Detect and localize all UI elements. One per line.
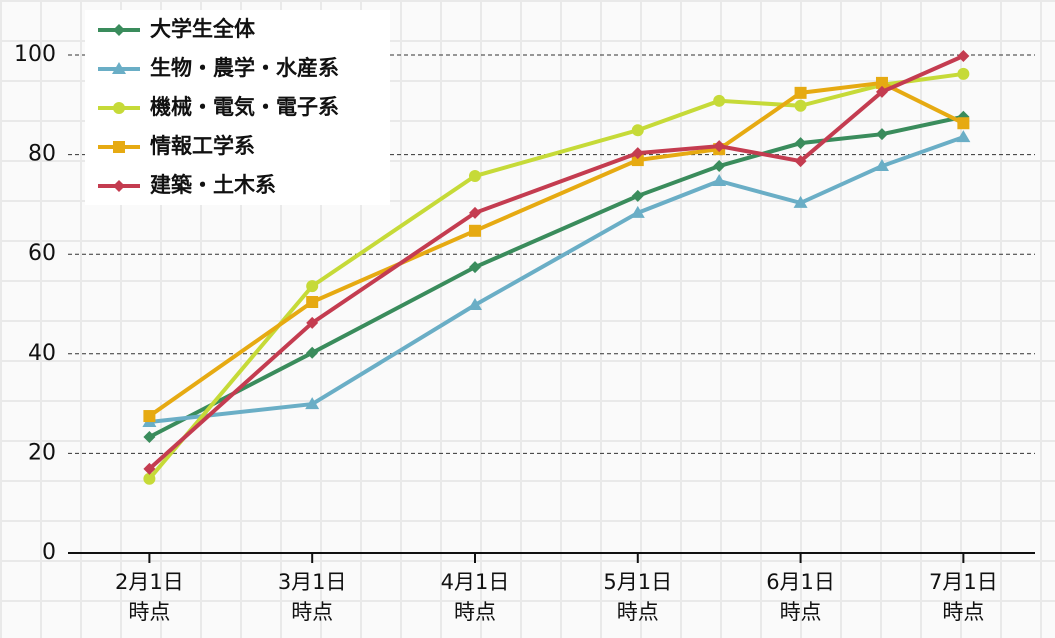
x-tick-label: 2月1日 時点 xyxy=(115,570,184,624)
series xyxy=(143,49,970,475)
line xyxy=(147,71,964,481)
marker xyxy=(631,189,644,202)
marker xyxy=(468,170,481,183)
line xyxy=(148,54,965,471)
series xyxy=(143,110,970,443)
marker xyxy=(113,180,125,192)
y-tick-label: 20 xyxy=(28,440,56,465)
marker xyxy=(306,296,319,309)
x-tick-label: 4月1日 時点 xyxy=(440,570,510,624)
marker xyxy=(793,195,808,208)
series xyxy=(143,76,970,423)
marker xyxy=(143,462,156,475)
y-tick-label: 40 xyxy=(28,341,56,366)
marker xyxy=(631,124,644,137)
legend-label: 建築・土木系 xyxy=(150,173,276,197)
line xyxy=(148,80,965,418)
marker xyxy=(874,159,889,172)
marker xyxy=(143,410,156,423)
marker xyxy=(143,430,156,443)
marker xyxy=(306,316,319,329)
marker xyxy=(468,224,481,237)
legend-label: 大学生全体 xyxy=(150,17,256,41)
y-tick-label: 60 xyxy=(28,241,56,266)
marker xyxy=(712,173,727,186)
marker xyxy=(956,130,971,143)
marker xyxy=(113,24,125,36)
marker xyxy=(468,261,481,274)
series xyxy=(142,130,971,428)
marker xyxy=(630,205,645,218)
marker xyxy=(467,297,482,310)
marker xyxy=(794,137,807,150)
marker xyxy=(113,141,125,153)
marker xyxy=(305,397,320,410)
marker xyxy=(957,117,970,130)
y-tick-label: 0 xyxy=(42,540,56,565)
marker xyxy=(794,155,807,168)
marker xyxy=(631,154,644,167)
marker xyxy=(957,49,970,62)
line xyxy=(148,114,964,439)
marker xyxy=(713,160,726,173)
marker xyxy=(306,346,319,359)
x-tick-label: 3月1日 時点 xyxy=(277,570,347,624)
marker xyxy=(794,86,807,99)
legend-label: 生物・農学・水産系 xyxy=(150,56,339,80)
legend-label: 情報工学系 xyxy=(150,134,255,158)
marker xyxy=(112,62,126,74)
marker xyxy=(875,76,888,89)
x-tick-label: 7月1日 時点 xyxy=(928,570,998,624)
marker xyxy=(794,99,807,112)
y-tick-label: 80 xyxy=(28,142,56,167)
x-tick-label: 5月1日 時点 xyxy=(603,570,673,624)
y-tick-label: 100 xyxy=(14,42,56,67)
marker xyxy=(875,85,888,98)
marker xyxy=(713,94,726,107)
marker xyxy=(875,128,888,141)
marker xyxy=(143,472,156,485)
marker xyxy=(713,140,726,153)
marker xyxy=(468,206,481,219)
marker xyxy=(631,147,644,160)
legend-label: 機械・電気・電子系 xyxy=(150,95,339,119)
marker xyxy=(113,102,125,114)
line xyxy=(149,135,965,425)
x-tick-label: 6月1日 時点 xyxy=(766,570,835,624)
marker xyxy=(957,67,970,80)
marker xyxy=(306,280,319,293)
